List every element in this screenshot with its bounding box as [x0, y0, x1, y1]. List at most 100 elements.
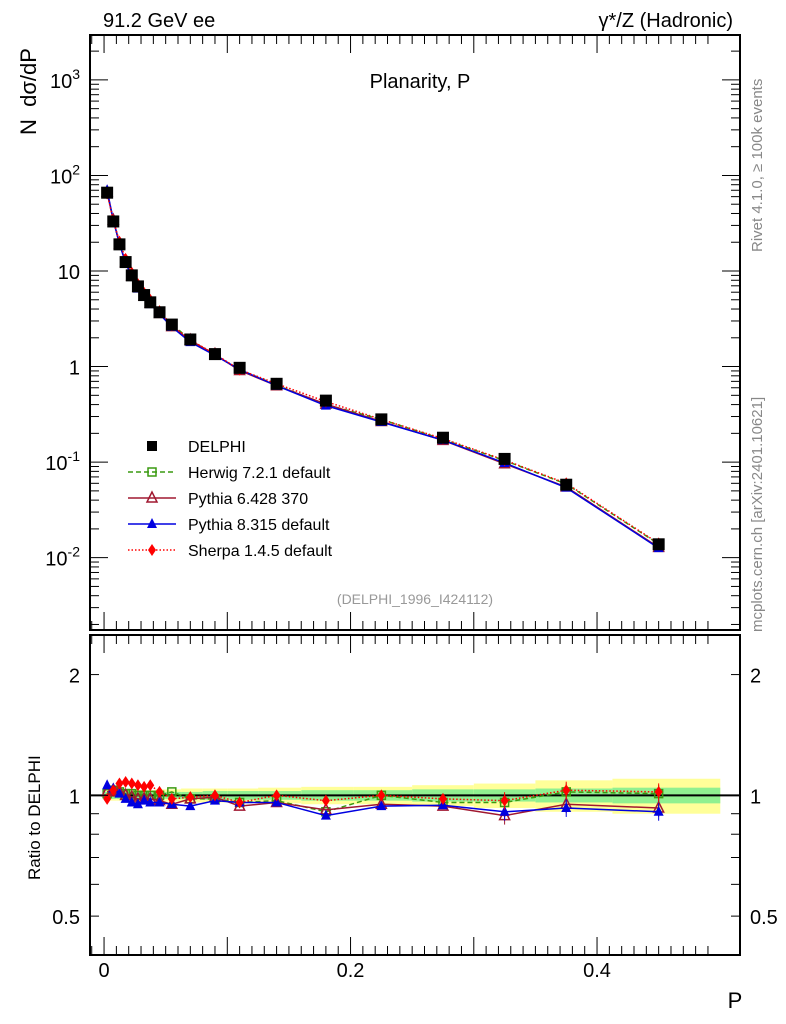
marker-square [144, 296, 157, 309]
marker-triangle [376, 800, 387, 811]
y-axis-label: N dσ/dP [16, 48, 41, 135]
marker-triangle [561, 801, 572, 812]
marker-diamond [115, 777, 124, 790]
marker-square [184, 333, 197, 346]
marker-square [101, 186, 114, 199]
marker-square [119, 256, 132, 269]
legend-label: Pythia 8.315 default [188, 517, 330, 534]
marker-diamond [562, 784, 571, 797]
rivet-label: Rivet 4.1.0, ≥ 100k events [749, 79, 766, 252]
marker-triangle [653, 805, 664, 816]
plot-frame [89, 634, 741, 956]
marker-diamond [167, 792, 176, 805]
marker-triangle [499, 805, 510, 816]
marker-triangle [102, 779, 113, 790]
legend-item-pythia6: Pythia 6.428 370 [128, 490, 308, 508]
marker-triangle [145, 796, 156, 807]
legend-item-sherpa: Sherpa 1.4.5 default [128, 543, 333, 560]
marker-diamond [103, 792, 112, 805]
marker-diamond [377, 789, 386, 802]
marker-diamond [155, 785, 164, 798]
marker-square [208, 348, 221, 361]
marker-square [107, 215, 120, 228]
ratio-y-axis-label: Ratio to DELPHI [25, 755, 44, 880]
marker-diamond [654, 785, 663, 798]
y-tick-label: 102 [50, 161, 80, 188]
x-tick-label: 0 [98, 960, 109, 982]
legend-item-herwig: Herwig 7.2.1 default [128, 465, 331, 482]
marker-diamond [148, 544, 156, 556]
ratio-y-tick-label-right: 2 [750, 666, 761, 688]
marker-diamond [321, 794, 330, 807]
x-tick-label: 0.4 [583, 960, 611, 982]
x-axis-label: P [728, 988, 743, 1013]
legend-item-pythia8: Pythia 8.315 default [128, 517, 330, 534]
marker-triangle [114, 787, 125, 798]
marker-square [113, 238, 126, 251]
legend-label: DELPHI [188, 439, 246, 456]
header-left: 91.2 GeV ee [103, 10, 215, 32]
marker-open-square [147, 467, 157, 477]
marker-diamond [210, 789, 219, 802]
x-tick-label: 0.2 [337, 960, 365, 982]
marker-diamond [127, 777, 136, 790]
marker-triangle [139, 794, 150, 805]
marker-diamond [186, 791, 195, 804]
legend-item-delphi: DELPHI [147, 439, 246, 456]
marker-triangle [185, 800, 196, 811]
mcplots-label: mcplots.cern.ch [arXiv:2401.10621] [749, 397, 766, 632]
marker-square [560, 478, 573, 491]
marker-square [233, 361, 246, 374]
y-tick-label: 103 [50, 66, 80, 93]
ratio-y-tick-label: 2 [69, 666, 80, 688]
marker-diamond [140, 780, 149, 793]
y-tick-label: 10-2 [45, 544, 80, 571]
analysis-id: (DELPHI_1996_I424112) [337, 591, 493, 607]
marker-square [165, 318, 178, 331]
ratio-y-tick-label: 1 [69, 786, 80, 808]
main-plot: 10-2 10-1 1 10 102 103 [45, 34, 741, 631]
y-tick-label: 10 [58, 262, 80, 284]
ratio-plot: 0.5 0.5 1 1 2 2 0 0.2 0.4 [52, 634, 778, 982]
marker-open-triangle [145, 490, 159, 503]
marker-triangle [154, 796, 165, 807]
plot-frame [89, 34, 741, 631]
marker-square [498, 452, 511, 465]
series-pythia8 [102, 184, 664, 553]
legend-label: Pythia 6.428 370 [188, 491, 308, 508]
marker-diamond [121, 775, 130, 788]
legend: DELPHI Herwig 7.2.1 default Pythia 6.428 3… [128, 439, 333, 560]
marker-square [153, 306, 166, 319]
marker-triangle [147, 518, 157, 528]
ratio-line [106, 781, 659, 804]
marker-diamond [109, 784, 118, 797]
header-right: γ*/Z (Hadronic) [599, 10, 733, 32]
marker-diamond [272, 789, 281, 802]
legend-label: Herwig 7.2.1 default [188, 465, 331, 482]
marker-square [436, 431, 449, 444]
marker-diamond [146, 779, 155, 792]
marker-square [270, 377, 283, 390]
marker-triangle [320, 809, 331, 820]
y-tick-label: 1 [69, 358, 80, 380]
marker-square [147, 441, 157, 451]
marker-triangle [132, 798, 143, 809]
ratio-y-tick-label-right: 0.5 [750, 907, 778, 929]
marker-square [319, 394, 332, 407]
ratio-series-sherpa [103, 775, 663, 810]
marker-diamond [235, 796, 244, 809]
ratio-y-tick-label-right: 1 [750, 786, 761, 808]
marker-diamond [500, 794, 509, 807]
marker-triangle [120, 792, 131, 803]
legend-label: Sherpa 1.4.5 default [188, 543, 333, 560]
marker-square [125, 269, 138, 282]
marker-square [652, 538, 665, 551]
marker-diamond [438, 792, 447, 805]
ratio-line [106, 789, 659, 813]
marker-triangle [271, 796, 282, 807]
marker-diamond [133, 779, 142, 792]
y-tick-label: 10-1 [45, 448, 80, 475]
series-delphi [101, 186, 665, 551]
ratio-y-tick-label: 0.5 [52, 907, 80, 929]
